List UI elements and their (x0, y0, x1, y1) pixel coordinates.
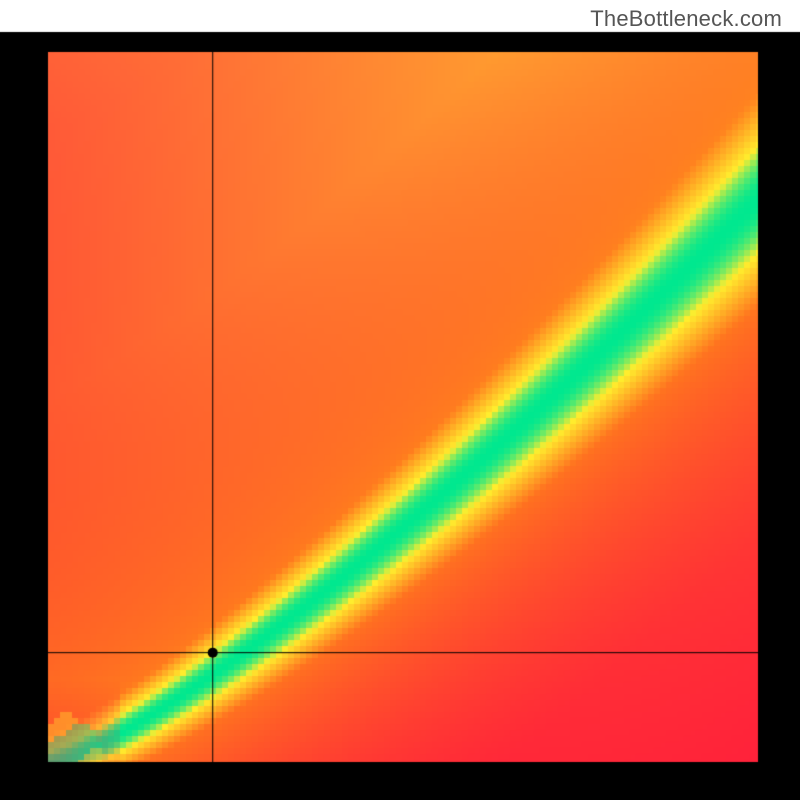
watermark-text: TheBottleneck.com (590, 6, 782, 32)
heatmap-canvas (0, 0, 800, 800)
chart-container: TheBottleneck.com (0, 0, 800, 800)
